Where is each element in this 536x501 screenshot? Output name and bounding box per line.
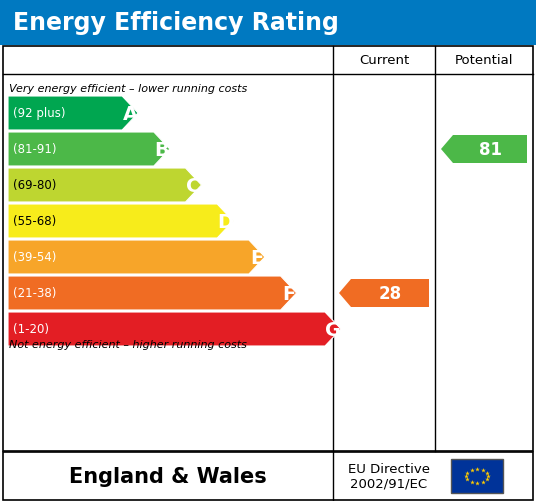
Polygon shape — [8, 240, 265, 275]
Text: Not energy efficient – higher running costs: Not energy efficient – higher running co… — [9, 339, 247, 349]
Text: Current: Current — [359, 55, 409, 67]
Text: (21-38): (21-38) — [13, 287, 56, 300]
Text: (55-68): (55-68) — [13, 215, 56, 228]
Text: 28: 28 — [378, 285, 401, 303]
Text: G: G — [325, 320, 341, 339]
Polygon shape — [8, 277, 296, 311]
Polygon shape — [339, 280, 429, 308]
Text: Very energy efficient – lower running costs: Very energy efficient – lower running co… — [9, 84, 247, 94]
Bar — [3, 452, 533, 500]
Text: (39-54): (39-54) — [13, 251, 56, 264]
Text: EU Directive
2002/91/EC: EU Directive 2002/91/EC — [348, 462, 430, 490]
Text: A: A — [123, 104, 138, 123]
Text: Potential: Potential — [455, 55, 513, 67]
Bar — [3, 47, 533, 451]
Text: (81-91): (81-91) — [13, 143, 56, 156]
Text: England & Wales: England & Wales — [69, 466, 267, 486]
Text: (69-80): (69-80) — [13, 179, 56, 192]
Text: C: C — [187, 176, 200, 195]
Text: B: B — [154, 140, 169, 159]
Polygon shape — [441, 136, 527, 164]
Polygon shape — [8, 313, 341, 346]
Bar — [0, 0, 536, 46]
Bar — [451, 459, 503, 493]
Text: F: F — [282, 284, 295, 303]
Text: D: D — [217, 212, 233, 231]
Text: Energy Efficiency Rating: Energy Efficiency Rating — [13, 11, 339, 35]
Text: 81: 81 — [479, 141, 502, 159]
Text: (1-20): (1-20) — [13, 323, 49, 336]
Polygon shape — [8, 169, 202, 202]
Polygon shape — [8, 204, 233, 238]
Polygon shape — [8, 133, 170, 167]
Text: (92 plus): (92 plus) — [13, 107, 65, 120]
Polygon shape — [8, 97, 138, 131]
Text: E: E — [250, 248, 264, 267]
